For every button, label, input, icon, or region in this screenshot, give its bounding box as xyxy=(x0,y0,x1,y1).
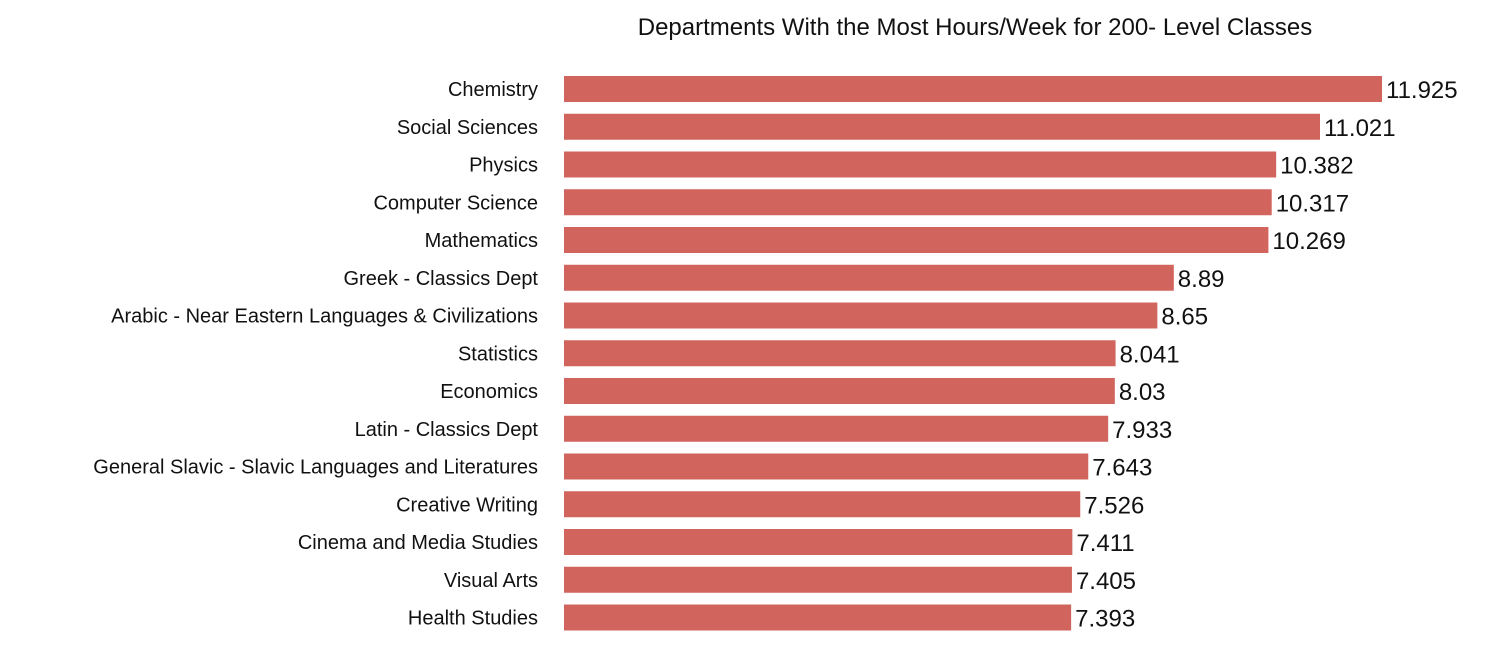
value-label: 7.933 xyxy=(1112,417,1172,444)
bar xyxy=(564,227,1269,253)
category-label: Physics xyxy=(469,155,538,177)
value-label: 8.03 xyxy=(1119,379,1166,406)
category-label: Latin - Classics Dept xyxy=(355,419,539,441)
bar xyxy=(564,189,1272,216)
value-label: 7.405 xyxy=(1076,568,1136,595)
value-label: 8.89 xyxy=(1178,266,1225,293)
bar xyxy=(564,604,1072,631)
category-label: Chemistry xyxy=(448,79,538,101)
bar xyxy=(564,529,1073,555)
category-label: Greek - Classics Dept xyxy=(344,268,539,290)
bars-group: Chemistry 11.925 Social Sciences 11.021 Phys… xyxy=(93,76,1458,633)
category-label: Health Studies xyxy=(408,608,538,630)
bar xyxy=(564,378,1115,404)
category-label: Mathematics xyxy=(425,230,538,252)
value-label: 7.393 xyxy=(1075,606,1135,633)
bar xyxy=(564,566,1072,593)
value-label: 8.65 xyxy=(1161,304,1208,331)
value-label: 11.925 xyxy=(1386,77,1458,104)
bar xyxy=(564,113,1320,140)
category-label: Social Sciences xyxy=(397,117,538,139)
category-label: Economics xyxy=(440,381,538,403)
category-label: Cinema and Media Studies xyxy=(298,532,538,554)
category-label: General Slavic - Slavic Languages and Li… xyxy=(93,457,538,479)
value-label: 10.317 xyxy=(1276,190,1349,217)
bar xyxy=(564,302,1158,329)
bar xyxy=(564,151,1277,178)
value-label: 10.382 xyxy=(1280,153,1353,180)
value-label: 7.643 xyxy=(1092,455,1152,482)
bar xyxy=(564,415,1109,442)
bar xyxy=(564,76,1382,102)
category-label: Computer Science xyxy=(373,192,538,214)
bar xyxy=(564,453,1089,480)
value-label: 11.021 xyxy=(1324,115,1396,142)
bar xyxy=(564,491,1081,518)
value-label: 7.411 xyxy=(1076,530,1134,557)
value-label: 10.269 xyxy=(1272,228,1345,255)
category-label: Creative Writing xyxy=(396,494,538,516)
value-label: 7.526 xyxy=(1084,492,1144,519)
chart-title: Departments With the Most Hours/Week for… xyxy=(638,14,1312,41)
bar xyxy=(564,340,1116,367)
category-label: Statistics xyxy=(458,343,538,365)
category-label: Visual Arts xyxy=(444,570,538,592)
value-label: 8.041 xyxy=(1120,341,1180,368)
bar xyxy=(564,264,1174,291)
category-label: Arabic - Near Eastern Languages & Civili… xyxy=(111,306,538,328)
